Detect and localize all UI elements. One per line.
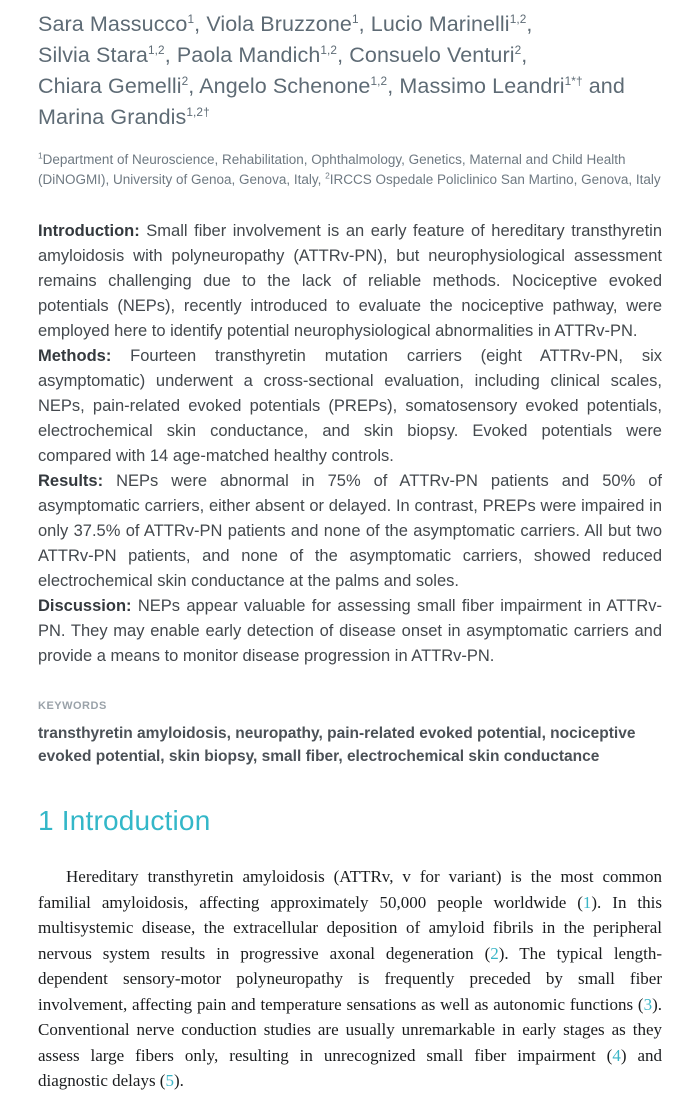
abstract-text: Fourteen transthyretin mutation carriers… — [38, 347, 662, 465]
author-name: Silvia Stara — [38, 43, 148, 67]
affiliations: 1Department of Neuroscience, Rehabilitat… — [38, 150, 662, 189]
paragraph-text: ). The typical length-dependent sensory-… — [38, 943, 662, 1014]
citation-link-5[interactable]: 5 — [165, 1071, 174, 1090]
affiliation-text: IRCCS Ospedale Policlinico San Martino, … — [329, 171, 661, 187]
affiliation-marker: 1 — [38, 150, 43, 161]
author-separator: and — [582, 74, 625, 98]
paragraph-text: ). Conventional nerve conduction studies… — [38, 994, 662, 1065]
author-affiliation-marker: 2 — [181, 73, 189, 88]
author: Lucio Marinelli1,2, — [371, 12, 533, 36]
author-affiliation-marker: 1,2† — [186, 104, 210, 119]
abstract-text: NEPs appear valuable for assessing small… — [38, 597, 662, 665]
author-name: Angelo Schenone — [199, 74, 371, 98]
author-name: Viola Bruzzone — [206, 12, 352, 36]
abstract-paragraph-discussion: Discussion: NEPs appear valuable for ass… — [38, 594, 662, 669]
abstract-paragraph-results: Results: NEPs were abnormal in 75% of AT… — [38, 469, 662, 594]
citation-link-1[interactable]: 1 — [582, 892, 592, 912]
author-list: Sara Massucco1, Viola Bruzzone1, Lucio M… — [38, 9, 648, 133]
author-separator: , — [194, 12, 207, 36]
affiliation-marker: 2 — [325, 170, 330, 180]
author: Marina Grandis1,2† — [38, 105, 210, 129]
author-affiliation-marker: 1,2 — [370, 73, 388, 88]
author: Chiara Gemelli2, — [38, 74, 199, 98]
author-affiliation-marker: 1 — [187, 11, 195, 26]
author-affiliation-marker: 1,2 — [509, 11, 527, 26]
abstract-paragraph-introduction: Introduction: Small fiber involvement is… — [38, 219, 662, 344]
paragraph-text: ). In this multisystemic disease, the ex… — [38, 892, 662, 963]
author-affiliation-marker: 1,2 — [147, 42, 165, 57]
section-heading: 1 Introduction — [38, 805, 211, 836]
citation-link-3[interactable]: 3 — [643, 994, 653, 1014]
author-separator: , — [526, 12, 533, 36]
author-affiliation-marker: 1,2 — [320, 42, 338, 57]
abstract-label: Discussion: — [38, 597, 132, 615]
citation-link-4[interactable]: 4 — [612, 1045, 621, 1065]
author-name: Sara Massucco — [38, 12, 188, 36]
abstract-text: NEPs were abnormal in 75% of ATTRv-PN pa… — [38, 472, 662, 590]
author-name: Marina Grandis — [38, 105, 187, 129]
author: Sara Massucco1, — [38, 12, 206, 36]
author-separator: , — [337, 43, 350, 67]
keywords-label: KEYWORDS — [38, 700, 107, 712]
keywords-section: KEYWORDS transthyretin amyloidosis, neur… — [38, 700, 662, 768]
abstract-label: Methods: — [38, 347, 112, 365]
author-name: Chiara Gemelli — [38, 74, 182, 98]
author: Angelo Schenone1,2, — [199, 74, 399, 98]
abstract: Introduction: Small fiber involvement is… — [38, 219, 662, 669]
author-name: Lucio Marinelli — [370, 12, 510, 36]
author: Consuelo Venturi2, — [349, 43, 527, 67]
author: Viola Bruzzone1, — [206, 12, 370, 36]
abstract-label: Results: — [38, 472, 104, 490]
author-separator: , — [521, 43, 528, 67]
author-name: Paola Mandich — [176, 43, 321, 67]
abstract-paragraph-methods: Methods: Fourteen transthyretin mutation… — [38, 344, 662, 469]
author: Paola Mandich1,2, — [177, 43, 349, 67]
keywords-text: transthyretin amyloidosis, neuropathy, p… — [38, 725, 636, 765]
author: Massimo Leandri1*† and — [399, 74, 625, 98]
abstract-text: Small fiber involvement is an early feat… — [38, 222, 662, 340]
abstract-label: Introduction: — [38, 222, 140, 240]
author-affiliation-marker: 1 — [351, 11, 359, 26]
author-separator: , — [188, 74, 200, 98]
author-name: Consuelo Venturi — [349, 43, 515, 67]
intro-paragraph: Hereditary transthyretin amyloidosis (AT… — [38, 864, 662, 1094]
affiliation-text: Department of Neuroscience, Rehabilitati… — [38, 152, 626, 187]
paragraph-text: ). — [173, 1071, 184, 1090]
paragraph-text: ) and diagnostic delays ( — [38, 1045, 662, 1091]
author-name: Massimo Leandri — [399, 74, 565, 98]
paragraph-text: Hereditary transthyretin amyloidosis (AT… — [38, 867, 662, 912]
author-separator: , — [358, 12, 371, 36]
author: Silvia Stara1,2, — [38, 43, 177, 67]
author-separator: , — [164, 43, 177, 67]
citation-link-2[interactable]: 2 — [490, 943, 499, 963]
author-affiliation-marker: 1*† — [564, 73, 583, 88]
author-separator: , — [387, 74, 400, 98]
author-affiliation-marker: 2 — [514, 42, 522, 57]
